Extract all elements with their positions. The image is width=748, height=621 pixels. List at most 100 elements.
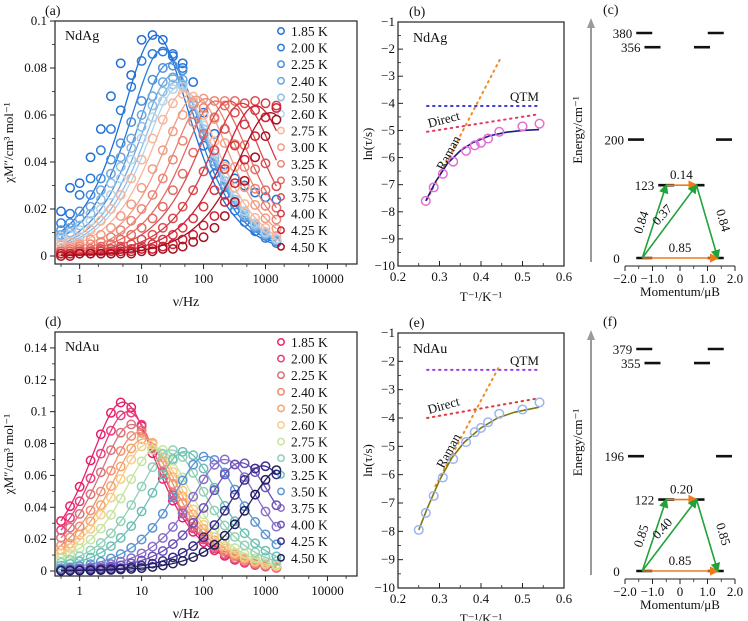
data-point xyxy=(229,162,240,172)
data-point xyxy=(219,530,230,541)
fit-line xyxy=(418,406,540,531)
data-point xyxy=(534,118,545,129)
data-point xyxy=(65,208,76,219)
data-point xyxy=(136,481,147,492)
data-point xyxy=(198,503,209,513)
data-point xyxy=(250,164,261,175)
x-tick-label: 0.6 xyxy=(556,269,573,284)
data-point xyxy=(250,517,261,527)
panel-label: (f) xyxy=(603,315,617,330)
data-point xyxy=(250,553,261,564)
data-point xyxy=(260,545,271,556)
y-tick-label: −9 xyxy=(381,552,395,567)
y-tick-label: −6 xyxy=(381,467,395,482)
data-point xyxy=(239,505,250,516)
data-point xyxy=(219,520,230,531)
y-tick-label: −3 xyxy=(381,382,395,397)
level-energy-label: 0 xyxy=(613,251,620,266)
legend-marker xyxy=(277,338,285,346)
data-point xyxy=(115,152,126,163)
data-point xyxy=(534,397,545,408)
transition-label: 0.84 xyxy=(630,209,651,236)
data-point xyxy=(198,547,209,558)
data-point xyxy=(85,234,96,245)
x-tick-label: 2.0 xyxy=(727,584,743,599)
data-point xyxy=(147,246,158,257)
transition-arrow xyxy=(641,498,698,572)
data-point xyxy=(517,121,528,132)
data-point xyxy=(56,206,66,217)
data-point xyxy=(157,546,168,557)
data-point xyxy=(167,244,178,254)
x-tick-label: 0.2 xyxy=(390,591,406,606)
data-point xyxy=(260,506,271,517)
data-point xyxy=(167,185,178,196)
data-point xyxy=(65,229,76,240)
data-point xyxy=(157,448,168,459)
data-point xyxy=(239,206,250,217)
data-point xyxy=(126,215,137,226)
data-point xyxy=(198,519,209,530)
data-point xyxy=(147,462,158,473)
data-point xyxy=(188,552,199,563)
y-tick-label: −2 xyxy=(381,353,395,368)
data-point xyxy=(260,158,271,169)
data-point xyxy=(85,225,96,236)
component-direct-line xyxy=(426,113,541,133)
plot-frame xyxy=(397,332,565,589)
data-point xyxy=(157,201,168,212)
legend-label: 2.40 K xyxy=(291,74,328,89)
data-point xyxy=(475,422,487,433)
level-energy-label: 122 xyxy=(635,493,655,508)
data-point xyxy=(271,202,282,213)
y-tick-label: −5 xyxy=(381,438,395,453)
data-point xyxy=(65,565,76,576)
data-point xyxy=(115,225,126,236)
panel-label: (d) xyxy=(45,315,62,330)
data-point xyxy=(126,248,137,259)
panel-b: (b) NdAg 0.2 0.3 0.4 0.5 0.6 T⁻¹/K⁻¹ −10 −9 −8 −7 −6… xyxy=(360,5,573,304)
component-raman-line xyxy=(434,364,501,487)
data-point xyxy=(271,521,282,532)
data-point xyxy=(239,175,250,186)
x-tick-label: 1000 xyxy=(252,271,278,286)
data-point xyxy=(136,56,147,66)
data-point xyxy=(157,77,168,88)
data-point xyxy=(239,199,250,209)
legend-label: 4.00 K xyxy=(291,207,328,222)
legend-label: 2.25 K xyxy=(291,57,328,72)
y-tick-label: 0.02 xyxy=(24,201,47,216)
data-point xyxy=(126,81,137,92)
data-point xyxy=(126,443,137,454)
legend-marker xyxy=(277,520,285,529)
legend-marker xyxy=(277,421,285,429)
data-point xyxy=(250,183,261,194)
data-point xyxy=(167,98,178,109)
data-point xyxy=(105,425,116,436)
y-tick-label: −4 xyxy=(381,410,395,425)
y-tick-label: 0.14 xyxy=(24,340,47,355)
data-point xyxy=(105,559,116,570)
data-point xyxy=(157,560,168,571)
data-point xyxy=(209,505,220,516)
x-tick-label: 0.2 xyxy=(390,269,406,284)
data-point xyxy=(239,475,250,485)
data-point xyxy=(437,168,448,179)
data-point xyxy=(250,538,261,549)
data-point xyxy=(95,194,106,205)
data-point xyxy=(115,427,126,438)
data-point xyxy=(147,551,158,562)
data-point xyxy=(188,459,199,470)
legend-label: 4.50 K xyxy=(291,240,328,255)
data-point xyxy=(65,236,76,247)
legend-label: 2.50 K xyxy=(291,401,328,416)
data-point xyxy=(65,251,76,261)
data-point xyxy=(65,543,76,553)
legend-marker xyxy=(277,242,285,251)
data-point xyxy=(209,459,220,470)
data-point xyxy=(177,135,188,146)
x-axis-label: Momentum/μB xyxy=(640,284,720,299)
x-tick-label: 10 xyxy=(135,583,148,598)
data-point xyxy=(157,34,168,45)
legend-label: 2.40 K xyxy=(291,385,328,400)
